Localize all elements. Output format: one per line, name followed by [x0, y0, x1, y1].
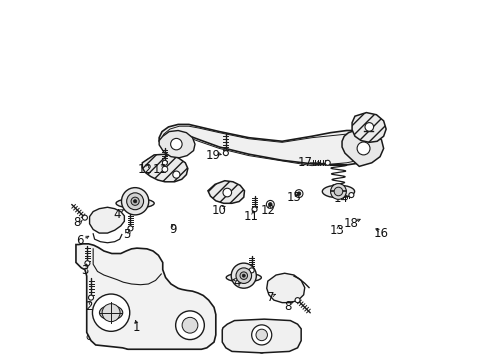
Circle shape: [258, 347, 264, 353]
Circle shape: [162, 166, 167, 172]
Circle shape: [145, 159, 153, 167]
Text: 13: 13: [329, 224, 344, 238]
Ellipse shape: [99, 306, 122, 320]
Text: 15: 15: [286, 191, 301, 204]
Circle shape: [82, 215, 87, 220]
Text: 8: 8: [283, 300, 291, 313]
Circle shape: [249, 268, 254, 273]
Text: 8: 8: [73, 216, 81, 229]
Circle shape: [251, 207, 257, 212]
Circle shape: [121, 188, 148, 215]
Circle shape: [231, 263, 256, 288]
Circle shape: [223, 150, 228, 156]
Circle shape: [294, 190, 303, 198]
Circle shape: [294, 298, 300, 303]
Polygon shape: [207, 181, 244, 203]
Ellipse shape: [226, 273, 261, 282]
Text: 11: 11: [243, 210, 258, 223]
Text: 2: 2: [84, 300, 92, 313]
Circle shape: [170, 138, 182, 150]
Circle shape: [128, 226, 133, 231]
Text: 19: 19: [205, 149, 220, 162]
Text: 12: 12: [137, 163, 152, 176]
Circle shape: [201, 334, 205, 339]
Circle shape: [92, 294, 129, 331]
Text: 3: 3: [81, 264, 88, 277]
Circle shape: [330, 184, 346, 199]
Circle shape: [225, 343, 231, 348]
Circle shape: [266, 201, 274, 208]
Circle shape: [292, 342, 298, 348]
Circle shape: [245, 144, 251, 150]
Text: 14: 14: [333, 192, 348, 205]
Polygon shape: [266, 273, 304, 303]
Circle shape: [85, 261, 90, 266]
Circle shape: [364, 123, 373, 131]
Polygon shape: [89, 207, 124, 233]
Text: 12: 12: [260, 204, 275, 217]
Circle shape: [131, 197, 139, 205]
Circle shape: [187, 138, 192, 143]
Circle shape: [172, 171, 180, 178]
Circle shape: [162, 160, 167, 165]
Text: 6: 6: [76, 234, 84, 247]
Polygon shape: [159, 125, 379, 165]
Circle shape: [133, 200, 137, 203]
Polygon shape: [159, 131, 195, 158]
Text: 9: 9: [169, 223, 176, 236]
Polygon shape: [142, 154, 187, 182]
Circle shape: [308, 148, 314, 154]
Text: 5: 5: [123, 228, 130, 241]
Text: 16: 16: [373, 226, 388, 239]
Circle shape: [356, 142, 369, 155]
Circle shape: [125, 344, 130, 349]
Circle shape: [297, 192, 300, 195]
Text: 4: 4: [113, 208, 121, 221]
Circle shape: [102, 304, 120, 321]
Polygon shape: [222, 319, 301, 353]
Circle shape: [182, 318, 198, 333]
Circle shape: [255, 329, 267, 341]
Polygon shape: [351, 113, 386, 142]
Text: 4: 4: [233, 276, 241, 289]
Circle shape: [126, 193, 143, 210]
Text: 10: 10: [211, 204, 226, 217]
Ellipse shape: [116, 199, 154, 208]
Circle shape: [240, 272, 247, 279]
Circle shape: [348, 193, 353, 198]
Text: 7: 7: [266, 291, 273, 304]
Circle shape: [242, 274, 245, 277]
Text: 17: 17: [297, 156, 312, 169]
Circle shape: [268, 203, 271, 206]
Circle shape: [333, 187, 342, 196]
Text: 11: 11: [152, 163, 167, 176]
Text: 5: 5: [244, 271, 251, 284]
Text: 18: 18: [343, 217, 358, 230]
Polygon shape: [341, 131, 383, 166]
Circle shape: [251, 325, 271, 345]
Circle shape: [175, 311, 204, 339]
Ellipse shape: [322, 185, 354, 198]
Circle shape: [223, 188, 231, 197]
Circle shape: [325, 160, 329, 165]
Circle shape: [236, 268, 251, 283]
Text: 1: 1: [133, 321, 141, 334]
Circle shape: [88, 295, 93, 300]
Circle shape: [87, 252, 92, 257]
Polygon shape: [76, 244, 215, 349]
Circle shape: [147, 161, 151, 165]
Circle shape: [87, 334, 92, 339]
Circle shape: [104, 217, 111, 224]
